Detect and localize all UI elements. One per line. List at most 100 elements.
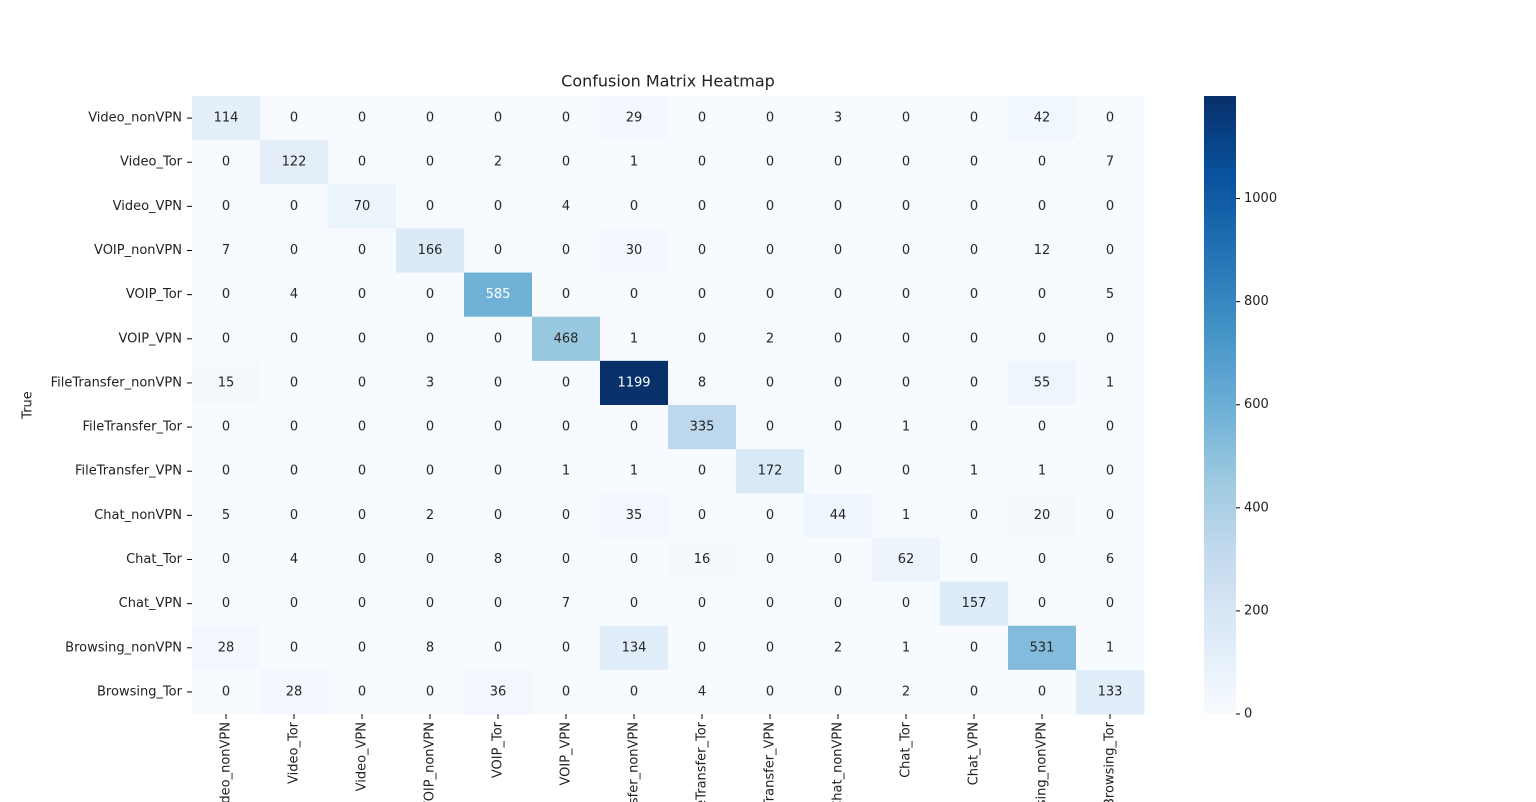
cell-label: 6 — [1106, 552, 1114, 567]
cell-label: 0 — [562, 420, 570, 435]
cell-label: 0 — [698, 287, 706, 302]
cell-label: 55 — [1034, 375, 1051, 390]
cell-label: 0 — [1106, 596, 1114, 611]
colorbar-tick-label: 0 — [1244, 707, 1252, 722]
heatmap-cell — [736, 316, 805, 362]
cell-label: 0 — [426, 420, 434, 435]
heatmap-cell — [192, 316, 261, 362]
cell-label: 62 — [898, 552, 915, 567]
heatmap-cell — [532, 669, 601, 715]
x-tick-label: VOIP_VPN — [559, 722, 574, 786]
heatmap-cell — [872, 316, 941, 362]
cell-label: 0 — [358, 640, 366, 655]
heatmap-cell — [804, 140, 873, 185]
heatmap-cell — [328, 449, 397, 494]
heatmap-cell — [668, 493, 737, 538]
cell-label: 0 — [358, 464, 366, 479]
cell-label: 0 — [1038, 684, 1046, 699]
cell-label: 0 — [562, 552, 570, 567]
cell-label: 585 — [486, 287, 511, 302]
cell-label: 0 — [1106, 464, 1114, 479]
cell-label: 0 — [766, 684, 774, 699]
heatmap-cell — [940, 493, 1009, 538]
cell-label: 0 — [970, 243, 978, 258]
heatmap-cell — [260, 493, 329, 538]
x-tick-label: Chat_nonVPN — [831, 722, 846, 802]
cell-label: 0 — [834, 155, 842, 170]
heatmap-cell — [668, 96, 737, 141]
cell-label: 0 — [290, 111, 298, 126]
heatmap-cell — [940, 228, 1009, 274]
cell-label: 0 — [766, 552, 774, 567]
heatmap-cell — [600, 449, 669, 494]
cell-label: 0 — [358, 420, 366, 435]
cell-label: 0 — [1038, 155, 1046, 170]
heatmap-cell — [464, 581, 533, 627]
colorbar-tick-label: 400 — [1244, 500, 1269, 515]
cell-label: 0 — [970, 508, 978, 523]
cell-label: 0 — [902, 331, 910, 346]
heatmap-cell — [872, 493, 941, 538]
y-axis-label: True — [21, 391, 36, 420]
cell-label: 0 — [358, 331, 366, 346]
cell-label: 0 — [290, 508, 298, 523]
cell-label: 0 — [494, 375, 502, 390]
cell-label: 0 — [698, 199, 706, 214]
heatmap-cell — [804, 449, 873, 494]
heatmap-cell — [940, 316, 1009, 362]
heatmap-cell — [600, 360, 669, 406]
heatmap-cell — [1076, 228, 1145, 274]
heatmap-cell — [668, 669, 737, 715]
heatmap-cell — [192, 537, 261, 583]
heatmap-cell — [464, 96, 533, 141]
cell-label: 0 — [834, 199, 842, 214]
x-tick-label: Video_Tor — [287, 721, 302, 784]
heatmap-cell — [804, 669, 873, 715]
heatmap-cell — [940, 625, 1009, 671]
heatmap-cell — [804, 228, 873, 274]
cell-label: 531 — [1030, 640, 1055, 655]
cell-label: 3 — [834, 111, 842, 126]
heatmap-cell — [1008, 493, 1077, 538]
heatmap-cell — [872, 669, 941, 715]
cell-label: 0 — [222, 552, 230, 567]
y-tick-label: Browsing_Tor — [97, 684, 183, 699]
heatmap-cell — [736, 272, 805, 318]
heatmap-cell — [328, 96, 397, 141]
heatmap-cell — [260, 184, 329, 229]
cell-label: 4 — [290, 552, 298, 567]
heatmap-cell — [192, 493, 261, 538]
cell-label: 0 — [834, 552, 842, 567]
heatmap-cell — [1076, 140, 1145, 185]
heatmap-cell — [668, 537, 737, 583]
heatmap-cell — [940, 449, 1009, 494]
cell-label: 12 — [1034, 243, 1051, 258]
y-tick-label: VOIP_Tor — [126, 287, 183, 302]
cell-label: 0 — [970, 420, 978, 435]
heatmap-cell — [464, 184, 533, 229]
heatmap-cell — [872, 405, 941, 450]
x-tick-label: Video_nonVPN — [219, 722, 234, 802]
cell-label: 0 — [222, 464, 230, 479]
cell-label: 0 — [426, 596, 434, 611]
y-tick-label: FileTransfer_VPN — [75, 464, 182, 479]
heatmap-cell — [940, 405, 1009, 450]
cell-label: 0 — [970, 111, 978, 126]
cell-label: 0 — [222, 155, 230, 170]
cell-label: 15 — [218, 375, 235, 390]
heatmap-cell — [532, 493, 601, 538]
colorbar-tick-label: 1000 — [1244, 191, 1277, 206]
heatmap-cell — [736, 449, 805, 494]
y-tick-label: Chat_Tor — [126, 552, 183, 567]
x-tick-label: Video_VPN — [355, 722, 370, 791]
heatmap-cell — [872, 140, 941, 185]
cell-label: 0 — [834, 684, 842, 699]
cell-label: 0 — [222, 684, 230, 699]
heatmap-cell — [328, 360, 397, 406]
cell-label: 0 — [562, 111, 570, 126]
heatmap-cell — [260, 581, 329, 627]
heatmap-cell — [804, 537, 873, 583]
heatmap-cell — [260, 625, 329, 671]
cell-label: 44 — [830, 508, 847, 523]
cell-label: 1 — [1038, 464, 1046, 479]
